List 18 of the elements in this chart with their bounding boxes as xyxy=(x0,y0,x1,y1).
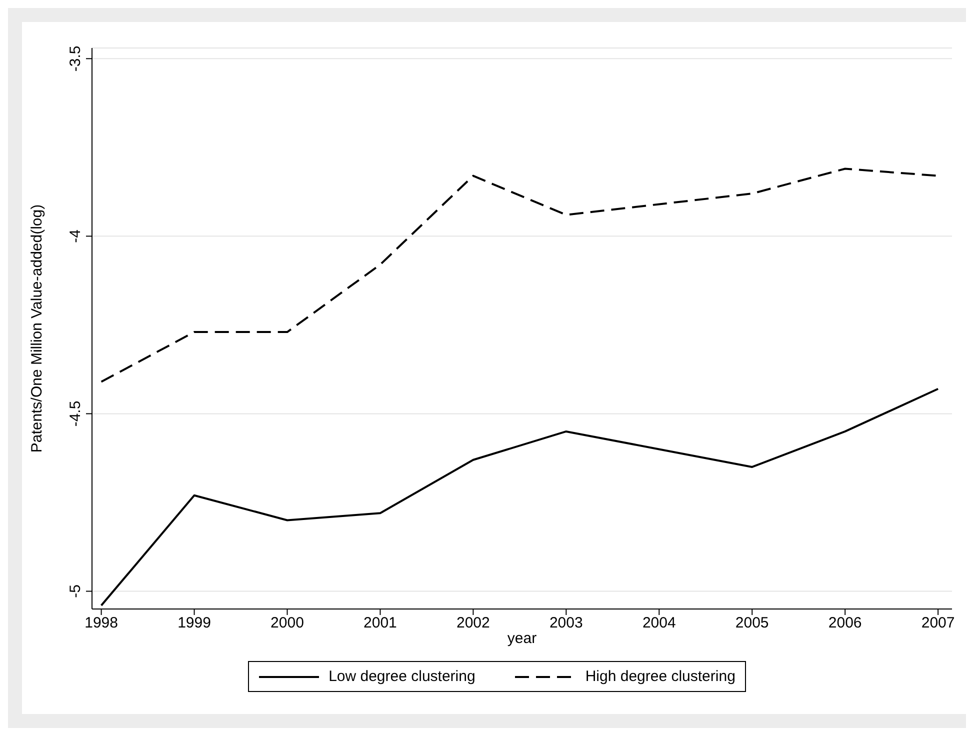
x-tick-label: 2006 xyxy=(828,614,862,632)
x-tick-label: 2004 xyxy=(642,614,676,632)
x-tick-label: 2003 xyxy=(549,614,583,632)
x-tick-label: 1998 xyxy=(84,614,118,632)
y-tick-label: -3.5 xyxy=(67,46,84,72)
y-tick-label: -5 xyxy=(67,584,84,598)
x-tick-label: 2002 xyxy=(456,614,490,632)
legend-label: Low degree clustering xyxy=(328,668,476,685)
x-tick-label: 2007 xyxy=(921,614,955,632)
x-tick-label: 1999 xyxy=(178,614,211,632)
y-tick-label: -4 xyxy=(67,230,84,243)
x-axis-title: year xyxy=(507,630,537,647)
y-axis-title: Patents/One Million Value-added(log) xyxy=(28,204,46,453)
x-tick-label: 2001 xyxy=(364,614,397,632)
x-tick-label: 2000 xyxy=(270,614,304,632)
y-tick-label: -4.5 xyxy=(67,400,84,427)
legend-label: High degree clustering xyxy=(585,668,736,685)
x-tick-label: 2005 xyxy=(735,614,769,632)
